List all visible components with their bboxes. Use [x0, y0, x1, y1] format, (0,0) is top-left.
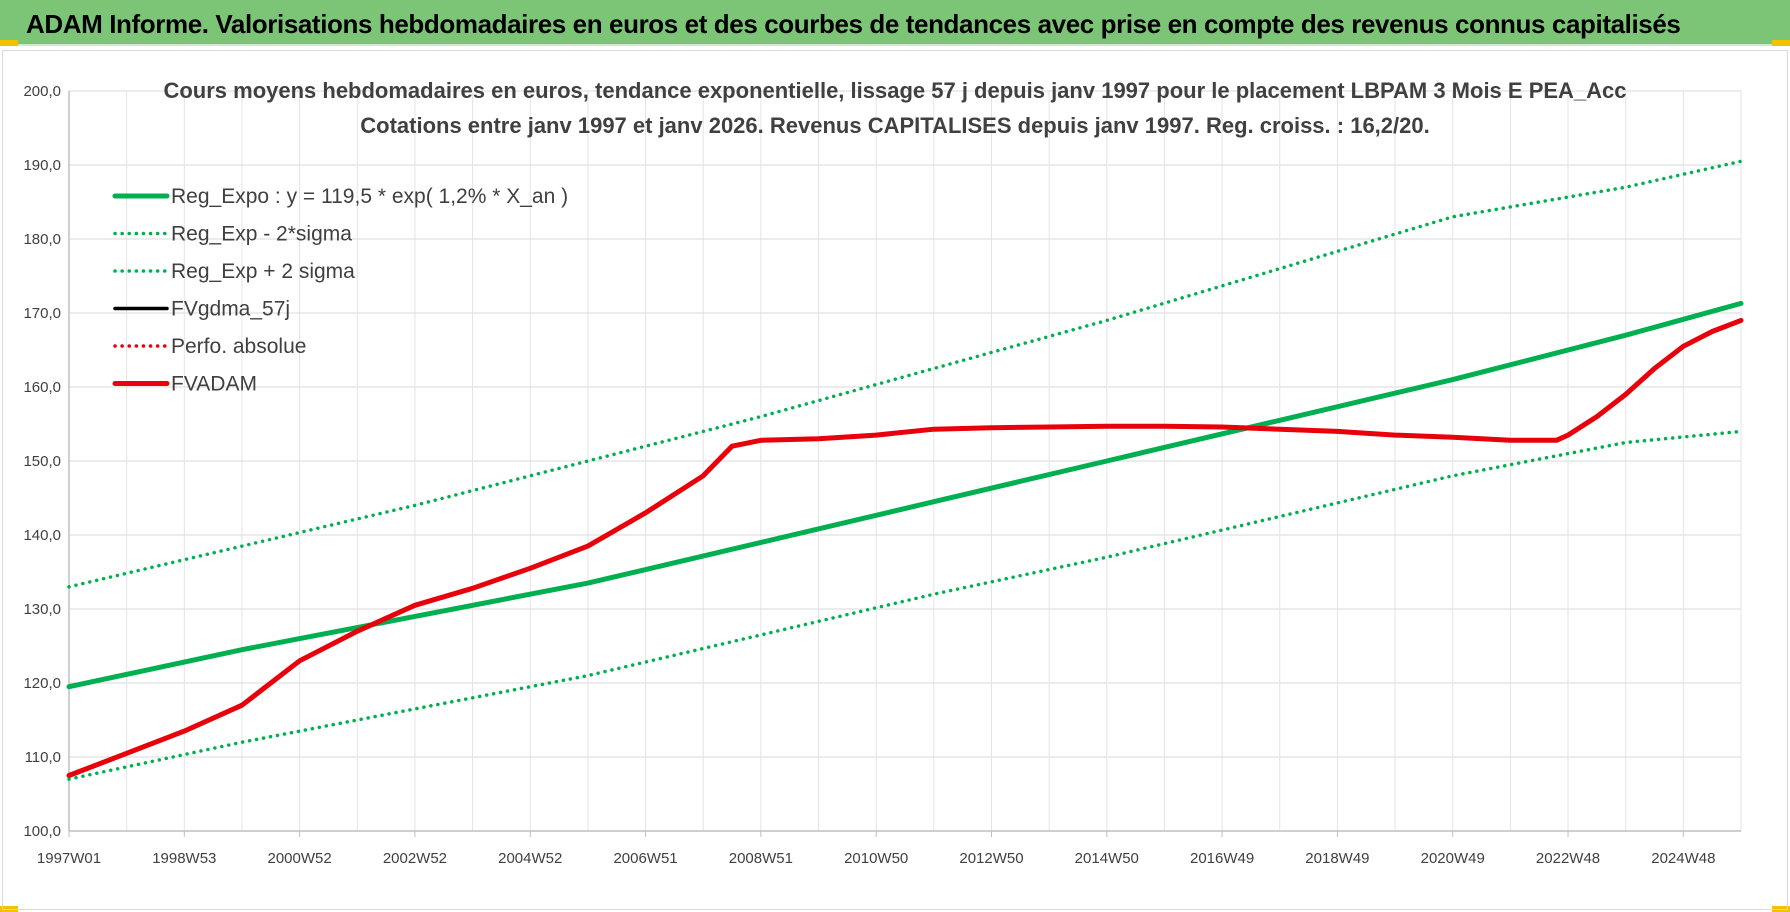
x-tick-label: 2008W51 [729, 850, 793, 867]
axes [68, 91, 1741, 832]
corner-marker [0, 40, 18, 46]
x-tick-label: 2024W48 [1651, 850, 1715, 867]
y-tick-label: 140,0 [23, 527, 61, 544]
series-line-0 [66, 300, 1744, 690]
x-tick-label: 2002W52 [383, 850, 447, 867]
y-tick-label: 100,0 [23, 823, 61, 840]
legend-label: Reg_Exp + 2 sigma [171, 260, 355, 283]
y-tick-labels: 100,0 110,0 120,0 130,0 140,0 150,0 160,0 170,0… [23, 83, 61, 840]
x-tick-label: 2016W49 [1190, 850, 1254, 867]
line-chart: 100,0 110,0 120,0 130,0 140,0 150,0 160,0 170,0… [23, 78, 1744, 867]
x-tick-label: 2000W52 [268, 850, 332, 867]
y-tick-label: 180,0 [23, 231, 61, 248]
y-tick-label: 190,0 [23, 157, 61, 174]
legend-label: Reg_Expo : y = 119,5 * exp( 1,2% * X_an … [171, 185, 568, 208]
y-tick-label: 130,0 [23, 601, 61, 618]
series-line-5 [66, 317, 1744, 778]
x-tick-label: 2022W48 [1536, 850, 1600, 867]
x-tick-labels: 1997W01 1998W53 2000W52 2002W52 2004W52 2006W… [37, 831, 1715, 867]
chart-title-line-2: Cotations entre janv 1997 et janv 2026. … [360, 113, 1429, 138]
x-tick-label: 2012W50 [959, 850, 1023, 867]
series-line-2 [67, 159, 1743, 589]
chart-frame: 100,0 110,0 120,0 130,0 140,0 150,0 160,0 170,0… [2, 50, 1788, 910]
x-tick-label: 2020W49 [1421, 850, 1485, 867]
x-tick-label: 2014W50 [1075, 850, 1139, 867]
series-line-1 [67, 429, 1743, 781]
x-tick-label: 2018W49 [1305, 850, 1369, 867]
y-tick-label: 110,0 [25, 749, 61, 766]
x-tick-label: 2006W51 [613, 850, 677, 867]
series-lines [66, 159, 1744, 781]
y-tick-label: 120,0 [23, 675, 61, 692]
y-tick-label: 170,0 [23, 305, 61, 322]
y-tick-label: 150,0 [23, 453, 61, 470]
legend-label: Reg_Exp - 2*sigma [171, 223, 352, 246]
x-tick-label: 1997W01 [37, 850, 101, 867]
x-tick-label: 2004W52 [498, 850, 562, 867]
chart-title-line-1: Cours moyens hebdomadaires en euros, ten… [163, 78, 1626, 103]
y-tick-label: 160,0 [23, 379, 61, 396]
banner-title: ADAM Informe. Valorisations hebdomadaire… [26, 9, 1681, 39]
legend-label: FVgdma_57j [171, 298, 290, 321]
header-banner: ADAM Informe. Valorisations hebdomadaire… [0, 0, 1790, 46]
x-tick-label: 1998W53 [152, 850, 216, 867]
legend-label: FVADAM [171, 373, 257, 396]
legend: Reg_Expo : y = 119,5 * exp( 1,2% * X_an … [112, 185, 568, 396]
x-tick-label: 2010W50 [844, 850, 908, 867]
legend-label: Perfo. absolue [171, 335, 306, 358]
corner-marker [1772, 40, 1790, 46]
y-tick-label: 200,0 [23, 83, 61, 100]
